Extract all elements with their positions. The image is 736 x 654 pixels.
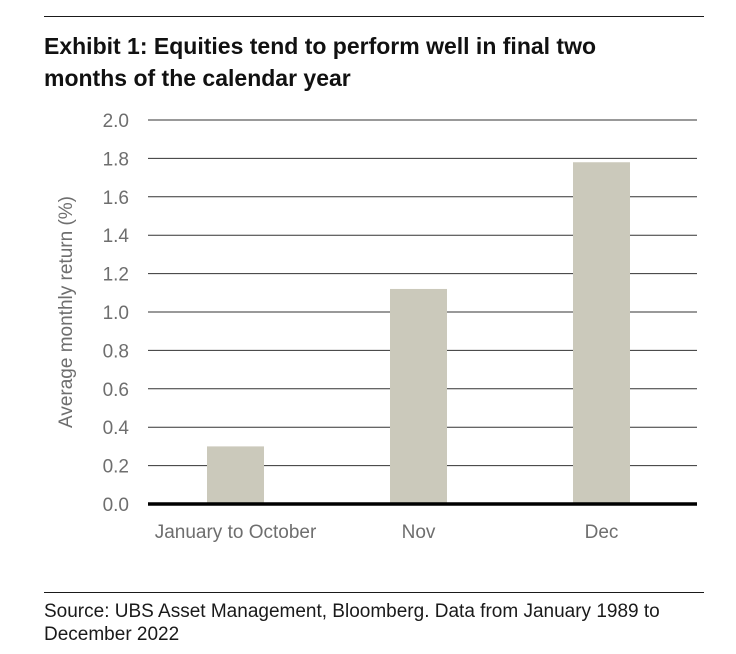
y-tick-label: 0.8 [103, 341, 129, 362]
y-axis-label: Average monthly return (%) [56, 196, 77, 428]
bottom-rule [44, 592, 704, 593]
x-tick-labels: January to October Nov Dec [155, 522, 619, 543]
y-tick-label: 1.8 [103, 149, 129, 170]
y-tick-label: 1.4 [103, 226, 130, 247]
y-tick-label: 0.0 [103, 495, 129, 516]
y-tick-label: 1.6 [103, 188, 129, 209]
bar-nov [390, 288, 447, 504]
y-tick-label: 0.2 [103, 457, 129, 478]
x-tick-label: Nov [402, 522, 436, 543]
x-tick-label: January to October [155, 522, 317, 543]
y-tick-label: 2.0 [103, 111, 129, 132]
source-note: Source: UBS Asset Management, Bloomberg.… [44, 601, 660, 645]
top-rule [44, 16, 704, 17]
y-tick-label: 0.6 [103, 380, 129, 401]
x-tick-label: Dec [585, 522, 619, 543]
bars [207, 162, 630, 505]
y-tick-labels: 0.0 0.2 0.4 0.6 0.8 1.0 1.2 1.4 1.6 1.8 2.0 [103, 111, 130, 516]
y-tick-label: 0.4 [103, 418, 130, 439]
chart-title: Exhibit 1: Equities tend to perform well… [44, 33, 597, 91]
y-tick-label: 1.0 [103, 303, 129, 324]
y-tick-label: 1.2 [103, 265, 129, 286]
bar-dec [573, 162, 630, 505]
bar-january-to-october [207, 446, 264, 504]
